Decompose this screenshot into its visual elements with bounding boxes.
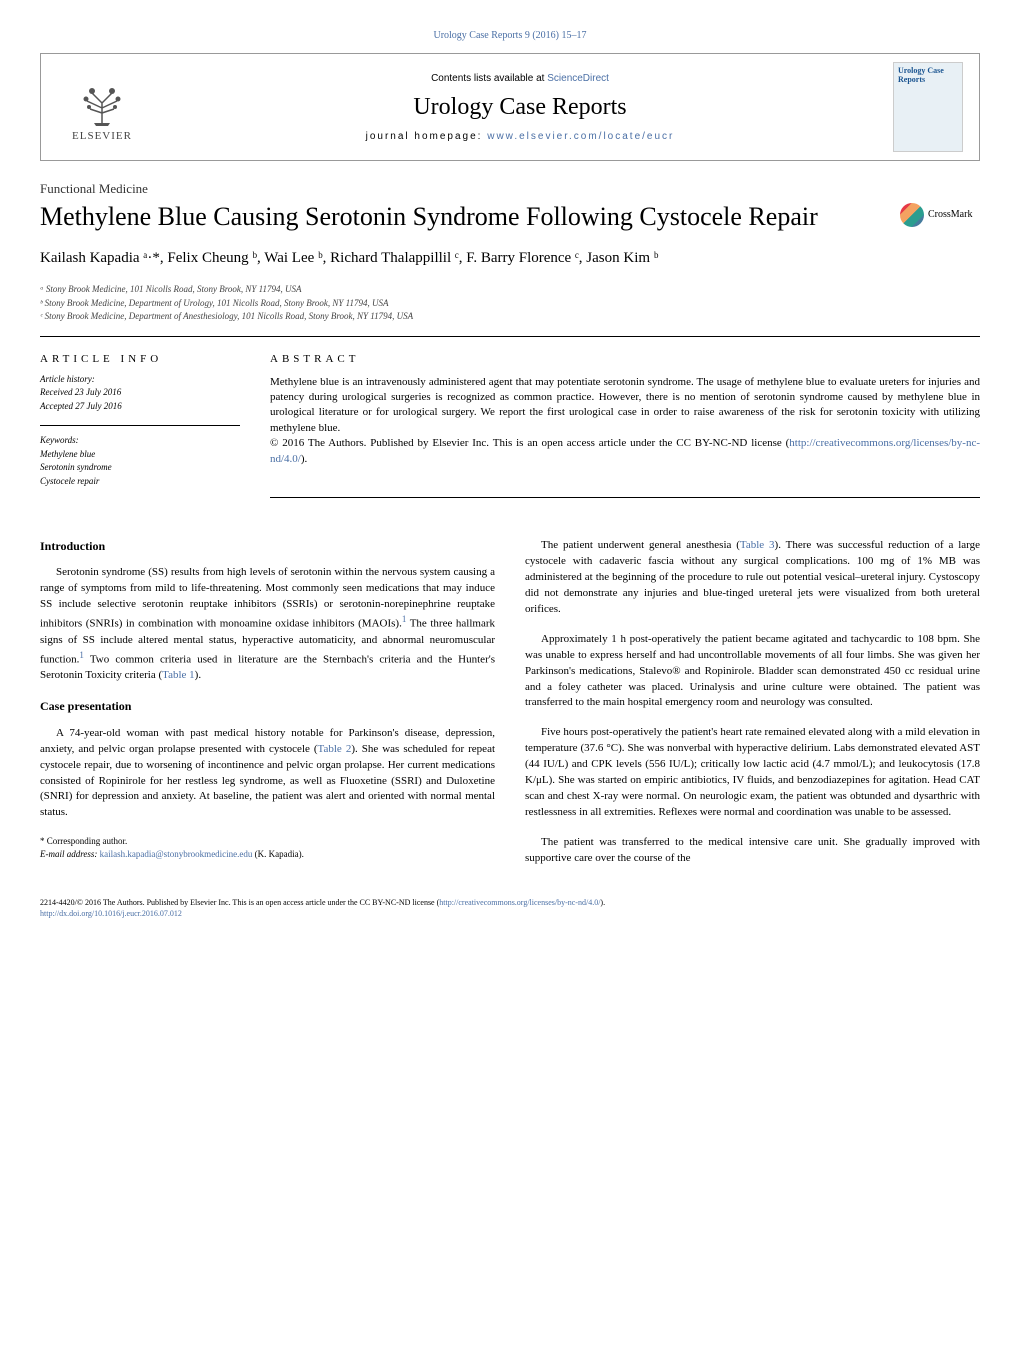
elsevier-tree-icon [72,73,132,128]
keywords-block: Keywords: Methylene blue Serotonin syndr… [40,434,240,488]
abstract-copyright-end: ). [301,453,307,465]
article-title-row: Methylene Blue Causing Serotonin Syndrom… [40,201,980,232]
intro-text-1c: Two common criteria used in literature a… [40,653,495,681]
right-para-3: Five hours post-operatively the patient'… [525,725,980,821]
keyword-2: Serotonin syndrome [40,461,240,475]
crossmark-label: CrossMark [928,209,972,221]
affiliation-b: ᵇ Stony Brook Medicine, Department of Ur… [40,297,980,311]
left-column: Introduction Serotonin syndrome (SS) res… [40,538,495,881]
page-footer: 2214-4420/© 2016 The Authors. Published … [40,897,980,919]
info-divider [40,425,240,426]
article-info-heading: ARTICLE INFO [40,353,240,365]
contents-label: Contents lists available at [431,73,547,84]
affiliation-c: ᶜ Stony Brook Medicine, Department of An… [40,310,980,324]
received-date: Received 23 July 2016 [40,386,240,400]
divider [40,336,980,337]
keywords-label: Keywords: [40,434,240,448]
footer-copyright-end: ). [600,898,605,907]
crossmark-badge[interactable]: CrossMark [900,201,980,229]
homepage-url[interactable]: www.elsevier.com/locate/eucr [487,131,674,142]
email-label: E-mail address: [40,849,100,859]
abstract-divider [270,497,980,498]
affiliations: ᵃ Stony Brook Medicine, 101 Nicolls Road… [40,283,980,324]
case-heading: Case presentation [40,698,495,715]
keyword-3: Cystocele repair [40,475,240,489]
footer-license-url[interactable]: http://creativecommons.org/licenses/by-n… [439,898,600,907]
section-label: Functional Medicine [40,181,980,197]
article-info-col: ARTICLE INFO Article history: Received 2… [40,353,240,508]
authors-line: Kailash Kapadia ᵃ·*, Felix Cheung ᵇ, Wai… [40,248,980,269]
r-text-1a: The patient underwent general anesthesia… [541,539,740,551]
right-para-4: The patient was transferred to the medic… [525,835,980,867]
publisher-logo: ELSEVIER [57,62,147,152]
corr-label: * Corresponding author. [40,835,495,848]
table-2-ref[interactable]: Table 2 [318,743,352,755]
publisher-name: ELSEVIER [72,130,132,142]
journal-cover-thumb: Urology Case Reports [893,62,963,152]
email-line: E-mail address: kailash.kapadia@stonybro… [40,848,495,861]
crossmark-icon [900,203,924,227]
top-citation: Urology Case Reports 9 (2016) 15–17 [40,30,980,41]
abstract-body: Methylene blue is an intravenously admin… [270,376,980,434]
table-1-ref[interactable]: Table 1 [162,669,195,681]
abstract-col: ABSTRACT Methylene blue is an intravenou… [270,353,980,508]
homepage-label: journal homepage: [366,131,488,142]
right-column: The patient underwent general anesthesia… [525,538,980,881]
case-para-1: A 74-year-old woman with past medical hi… [40,726,495,822]
intro-heading: Introduction [40,538,495,555]
history-label: Article history: [40,373,240,387]
body-columns: Introduction Serotonin syndrome (SS) res… [40,538,980,881]
intro-text-1end: ). [195,669,201,681]
cover-title: Urology Case Reports [898,67,958,85]
contents-available: Contents lists available at ScienceDirec… [147,73,893,84]
right-para-1: The patient underwent general anesthesia… [525,538,980,618]
footer-copyright: 2214-4420/© 2016 The Authors. Published … [40,898,439,907]
right-para-2: Approximately 1 h post-operatively the p… [525,632,980,712]
abstract-copyright: © 2016 The Authors. Published by Elsevie… [270,437,789,449]
article-history: Article history: Received 23 July 2016 A… [40,373,240,414]
table-3-ref[interactable]: Table 3 [740,539,775,551]
journal-header: ELSEVIER Contents lists available at Sci… [40,53,980,161]
corresponding-author: * Corresponding author. E-mail address: … [40,835,495,861]
email-suffix: (K. Kapadia). [252,849,303,859]
accepted-date: Accepted 27 July 2016 [40,400,240,414]
doi-link[interactable]: http://dx.doi.org/10.1016/j.eucr.2016.07… [40,909,182,918]
corr-email[interactable]: kailash.kapadia@stonybrookmedicine.edu [100,849,253,859]
abstract-text: Methylene blue is an intravenously admin… [270,375,980,467]
intro-para-1: Serotonin syndrome (SS) results from hig… [40,565,495,684]
article-title: Methylene Blue Causing Serotonin Syndrom… [40,201,880,232]
journal-homepage: journal homepage: www.elsevier.com/locat… [147,131,893,142]
affiliation-a: ᵃ Stony Brook Medicine, 101 Nicolls Road… [40,283,980,297]
journal-name: Urology Case Reports [147,94,893,121]
abstract-heading: ABSTRACT [270,353,980,365]
header-center: Contents lists available at ScienceDirec… [147,73,893,142]
sciencedirect-link[interactable]: ScienceDirect [547,73,609,84]
info-abstract-row: ARTICLE INFO Article history: Received 2… [40,353,980,508]
keyword-1: Methylene blue [40,448,240,462]
